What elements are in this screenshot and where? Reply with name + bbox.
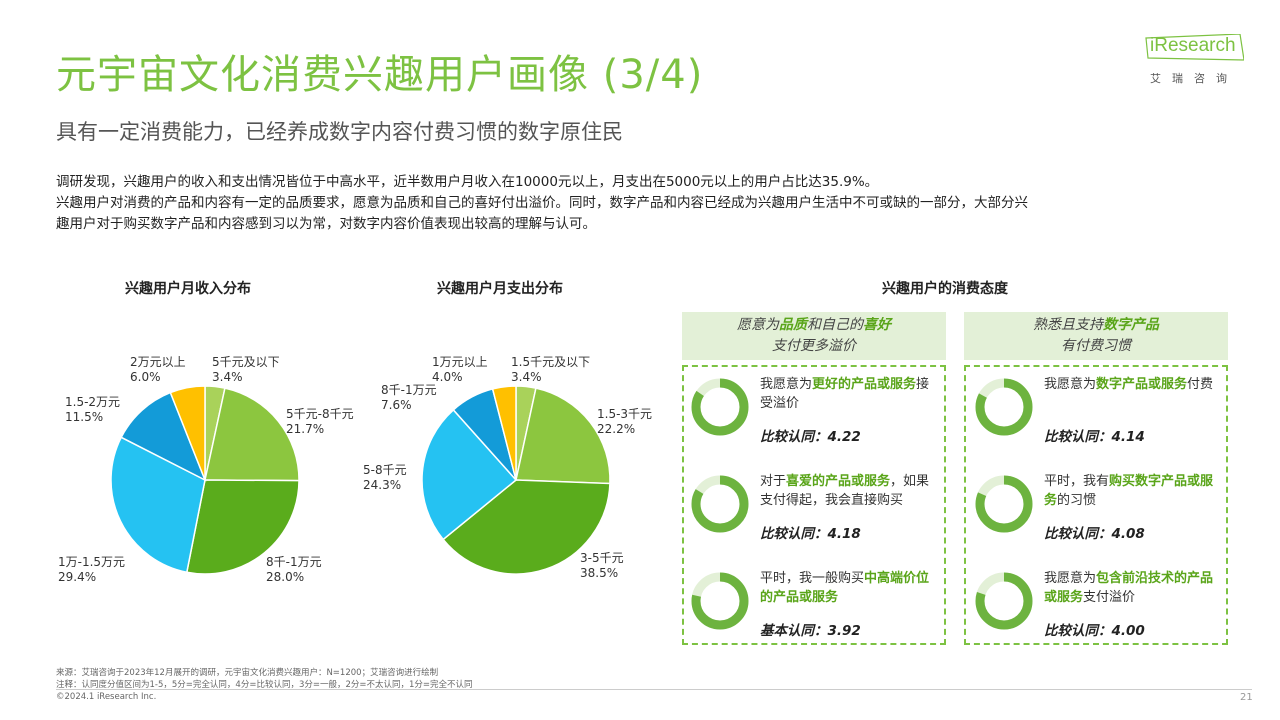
panel-digital-box: [964, 365, 1228, 645]
body-text: 调研发现，兴趣用户的收入和支出情况皆位于中高水平，近半数用户月收入在10000元…: [56, 172, 1226, 235]
attitude-score: 比较认同：4.00: [1044, 623, 1145, 639]
logo-cn: 艾瑞咨询: [1150, 72, 1238, 85]
page-subtitle: 具有一定消费能力，已经养成数字内容付费习惯的数字原住民: [56, 120, 623, 144]
pie-label-0-2: 8千-1万元 28.0%: [266, 555, 322, 584]
attitude-statement: 平时，我一般购买中高端价位的产品或服务: [760, 571, 930, 605]
pie-label-0-1: 5千元-8千元 21.7%: [286, 407, 354, 436]
attitude-statement: 我愿意为包含前沿技术的产品或服务支付溢价: [1044, 571, 1214, 605]
pie-slice-0-5: [169, 385, 206, 481]
panel-head-line1: 愿意为品质和自己的喜好: [737, 317, 891, 333]
pie-label-1-3: 5-8千元 24.3%: [363, 463, 407, 492]
attitude-statement: 平时，我有购买数字产品或服务的习惯: [1044, 474, 1214, 508]
pie-label-1-4: 8千-1万元 7.6%: [381, 383, 437, 412]
pie-charts: 5千元及以下 3.4%5千元-8千元 21.7% 8千-1万元 28.0% 1万-1.5万…: [58, 355, 652, 584]
score-ring-icon: [975, 572, 1033, 630]
pie-slice-1-3: [421, 408, 518, 541]
body-line: 调研发现，兴趣用户的收入和支出情况皆位于中高水平，近半数用户月收入在10000元…: [56, 174, 879, 190]
pie-slice-0-1: [204, 387, 300, 482]
panel-head-line2: 有付费习惯: [1061, 338, 1131, 354]
score-ring-icon: [975, 378, 1033, 436]
pie-slice-1-1: [515, 387, 611, 485]
attitude-score: 比较认同：4.18: [760, 526, 861, 542]
pie-label-0-3: 1万-1.5万元 29.4%: [58, 555, 125, 584]
footer-note: 注释：认同度分值区间为1-5，5分=完全认同，4分=比较认同，3分=一般，2分=…: [56, 680, 473, 690]
pie-label-1-1: 1.5-3千元 22.2%: [597, 407, 652, 436]
score-ring-icon: [975, 475, 1033, 533]
income-chart-title: 兴趣用户月收入分布: [125, 281, 251, 297]
score-ring-icon: [691, 475, 749, 533]
pie-label-1-5: 1万元以上 4.0%: [432, 355, 488, 384]
attitude-title: 兴趣用户的消费态度: [882, 281, 1008, 297]
panel-head-line2: 支付更多溢价: [772, 338, 856, 354]
footer-divider: [56, 689, 1252, 690]
footer-source: 来源：艾瑞咨询于2023年12月展开的调研，元宇宙文化消费兴趣用户：N=1200…: [56, 668, 439, 678]
body-line: 趣用户对于购买数字产品和内容感到习以为常，对数字内容价值表现出较高的理解与认可。: [56, 216, 596, 232]
pie-label-1-2: 3-5千元 38.5%: [580, 551, 624, 580]
score-ring-icon: [691, 378, 749, 436]
attitude-score: 比较认同：4.22: [760, 429, 861, 445]
pie-label-0-0: 5千元及以下 3.4%: [212, 355, 280, 384]
score-ring-icon: [691, 572, 749, 630]
logo-text: iResearch: [1150, 35, 1236, 56]
panel-head-digital: 熟悉且支持数字产品 有付费习惯: [964, 312, 1228, 360]
footer-copyright: ©2024.1 iResearch Inc.: [56, 692, 157, 702]
pie-slice-0-4: [120, 391, 207, 482]
page-number: 21: [1240, 692, 1253, 703]
pie-label-0-4: 1.5-2万元 11.5%: [65, 395, 120, 424]
panel-head-quality: 愿意为品质和自己的喜好 支付更多溢价: [682, 312, 946, 360]
pie-slice-1-2: [442, 479, 611, 575]
attitude-score: 基本认同：3.92: [760, 623, 861, 639]
pie-label-0-5: 2万元以上 6.0%: [130, 355, 186, 384]
pie-label-1-0: 1.5千元及以下 3.4%: [511, 355, 590, 384]
body-line: 兴趣用户对消费的产品和内容有一定的品质要求，愿意为品质和自己的喜好付出溢价。同时…: [56, 195, 1028, 211]
panel-head-line1: 熟悉且支持数字产品: [1033, 317, 1159, 333]
panel-quality-box: [682, 365, 946, 645]
pie-slice-0-3: [110, 436, 206, 574]
pie-slice-1-5: [491, 385, 517, 481]
attitude-score: 比较认同：4.14: [1044, 429, 1145, 445]
logo-badge-shape: [1145, 34, 1244, 61]
attitude-statement: 我愿意为数字产品或服务付费: [1044, 377, 1214, 392]
attitude-statement: 我愿意为更好的产品或服务接受溢价: [760, 377, 930, 411]
page-title: 元宇宙文化消费兴趣用户画像 (3/4): [56, 52, 704, 98]
iresearch-logo: iResearch 艾瑞咨询: [1140, 30, 1250, 86]
expense-chart-title: 兴趣用户月支出分布: [437, 281, 563, 297]
pie-slice-0-2: [185, 479, 300, 575]
attitude-statement: 对于喜爱的产品或服务，如果支付得起，我会直接购买: [760, 474, 930, 508]
attitude-score: 比较认同：4.08: [1044, 526, 1145, 542]
